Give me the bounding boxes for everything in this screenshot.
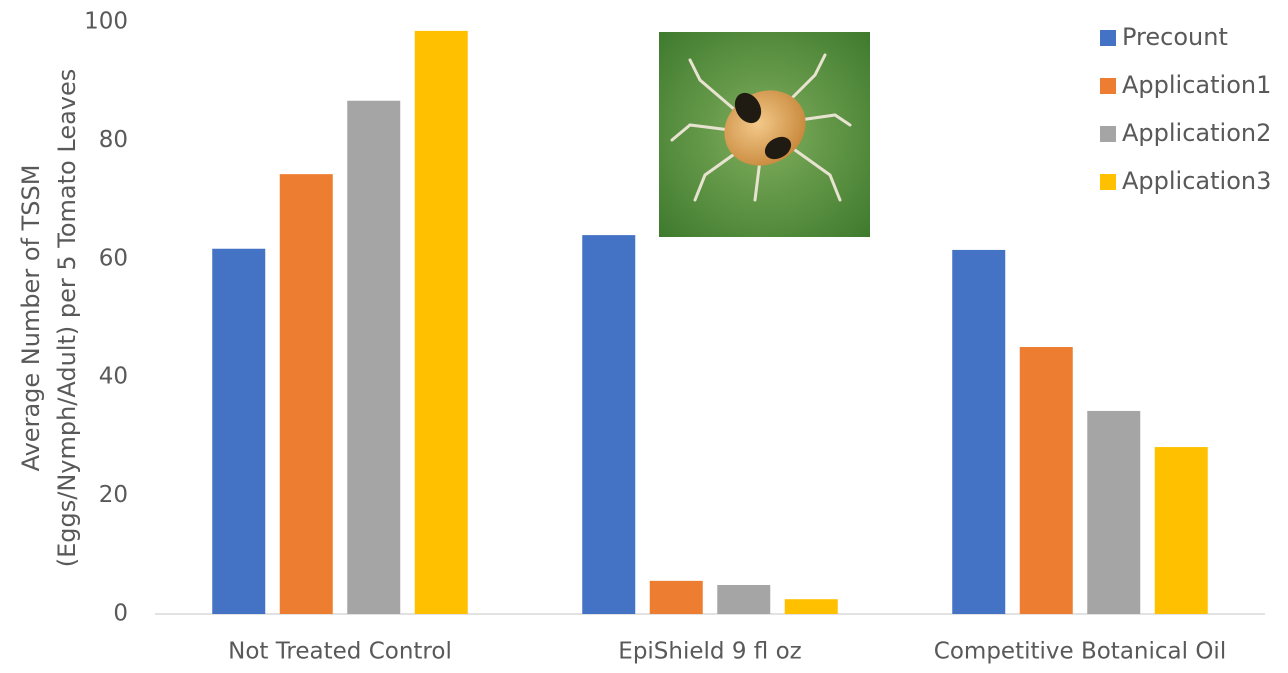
bar	[717, 584, 771, 614]
bar	[952, 249, 1006, 615]
y-tick-label: 40	[99, 364, 128, 390]
y-axis-label: (Eggs/Nymph/Adult) per 5 Tomato Leaves	[53, 69, 81, 568]
legend-label: Precount	[1122, 23, 1228, 51]
legend-swatch	[1100, 30, 1116, 46]
y-tick-label: 100	[84, 9, 128, 35]
legend-swatch	[1100, 174, 1116, 190]
bar	[582, 235, 636, 614]
x-tick-label: Competitive Botanical Oil	[934, 639, 1226, 665]
bar	[212, 248, 266, 614]
bar	[784, 599, 838, 614]
legend-label: Application3	[1122, 167, 1271, 195]
legend-label: Application2	[1122, 119, 1271, 147]
bar	[649, 580, 703, 614]
bar	[1154, 447, 1208, 614]
mite-photo	[659, 32, 870, 237]
bar	[414, 30, 468, 614]
bar	[1019, 347, 1073, 614]
y-tick-label: 80	[99, 127, 128, 153]
y-tick-label: 20	[99, 482, 128, 508]
x-tick-label: Not Treated Control	[228, 639, 452, 665]
y-tick-label: 60	[99, 245, 128, 271]
legend-label: Application1	[1122, 71, 1271, 99]
bar	[347, 100, 401, 614]
y-tick-label: 0	[113, 601, 128, 627]
x-tick-label: EpiShield 9 fl oz	[618, 639, 801, 665]
legend-swatch	[1100, 78, 1116, 94]
bar	[1087, 410, 1141, 614]
bar	[279, 174, 333, 615]
legend-swatch	[1100, 126, 1116, 142]
y-axis-label: Average Number of TSSM	[17, 165, 45, 472]
